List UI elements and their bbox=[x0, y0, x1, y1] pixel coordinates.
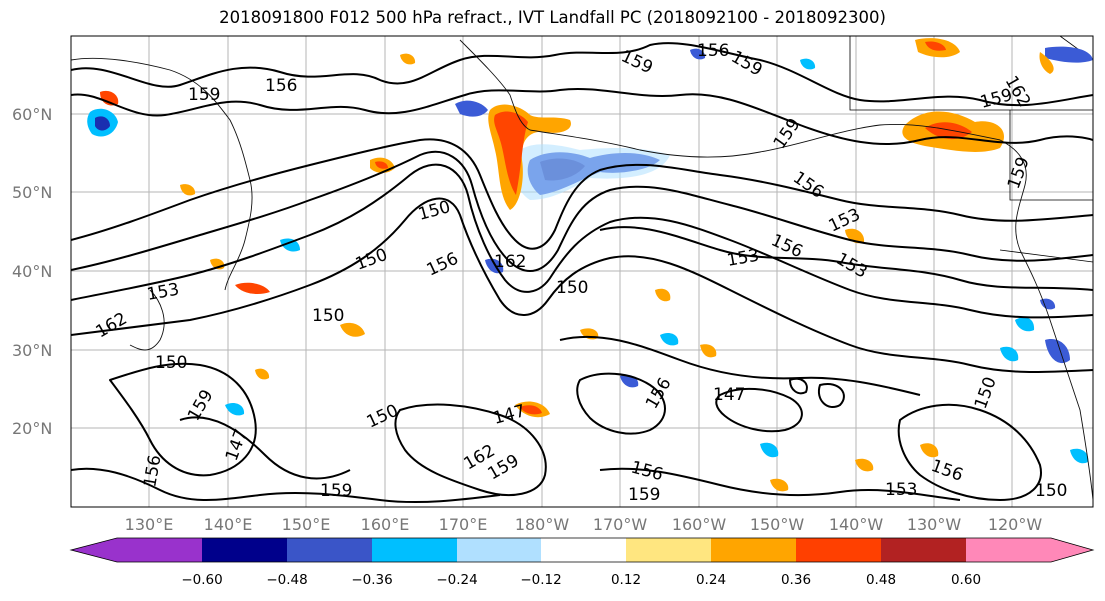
anomaly-patch bbox=[1039, 52, 1054, 74]
contour-label: 162 bbox=[494, 252, 526, 272]
colorbar-segment bbox=[372, 538, 457, 562]
anomaly-patch bbox=[255, 368, 270, 380]
anomaly-patch bbox=[180, 184, 196, 196]
colorbar-segment bbox=[457, 538, 541, 562]
colorbar-tick-label: −0.48 bbox=[266, 572, 308, 588]
colorbar-segment bbox=[541, 538, 626, 562]
contour-label: 159 bbox=[628, 485, 660, 505]
political-boundaries bbox=[849, 36, 1093, 263]
lon-label: 170°E bbox=[438, 515, 488, 534]
lon-label: 150°E bbox=[281, 515, 331, 534]
contour-label: 150 bbox=[155, 353, 187, 373]
anomaly-patch bbox=[660, 333, 679, 346]
colorbar-tick-label: −0.12 bbox=[520, 572, 562, 588]
contour-label: 150 bbox=[1035, 481, 1067, 501]
contour-label: 150 bbox=[556, 278, 588, 298]
map-frame bbox=[70, 35, 1094, 508]
colorbar-extend-low bbox=[71, 538, 117, 562]
anomaly-patch bbox=[800, 58, 816, 70]
anomaly-patch bbox=[855, 458, 874, 472]
colorbar-segment bbox=[881, 538, 966, 562]
colorbar-segment bbox=[966, 538, 1051, 562]
anomaly-patch bbox=[700, 344, 717, 358]
colorbar-tick-label: 0.24 bbox=[695, 572, 727, 588]
anomaly-patch bbox=[400, 53, 416, 65]
colorbar-tick-label: 0.36 bbox=[780, 572, 812, 588]
anomaly-patch bbox=[340, 322, 365, 337]
anomaly-patch bbox=[1040, 298, 1056, 310]
colorbar-tick-label: 0.48 bbox=[865, 572, 897, 588]
anomaly-patch bbox=[494, 111, 528, 195]
lat-label: 40°N bbox=[12, 262, 53, 281]
anomaly-patch bbox=[375, 161, 388, 169]
lon-label: 140°W bbox=[828, 515, 884, 534]
anomaly-patch bbox=[455, 100, 488, 117]
anomaly-patch bbox=[770, 478, 789, 492]
anomaly-patch bbox=[95, 116, 110, 131]
anomaly-patch bbox=[1000, 346, 1019, 362]
lon-label: 140°E bbox=[203, 515, 253, 534]
colorbar-extend-high bbox=[1051, 538, 1093, 562]
contour-label: 159 bbox=[188, 85, 220, 105]
colorbar-tick-label: −0.60 bbox=[181, 572, 223, 588]
contour-label: 156 bbox=[265, 76, 297, 96]
colorbar-segment bbox=[202, 538, 287, 562]
anomaly-patch bbox=[1045, 339, 1070, 364]
colorbar-tick-label: −0.24 bbox=[436, 572, 478, 588]
contour-label: 153 bbox=[885, 480, 917, 500]
colorbar-segment bbox=[711, 538, 796, 562]
lon-label: 180°W bbox=[514, 515, 570, 534]
colorbar-segment bbox=[287, 538, 372, 562]
colorbar bbox=[69, 537, 1095, 563]
anomaly-shading bbox=[87, 38, 1093, 492]
anomaly-patch bbox=[235, 282, 270, 294]
coastlines bbox=[71, 39, 1093, 501]
contour-label: 159 bbox=[320, 481, 352, 501]
anomaly-patch bbox=[655, 288, 671, 302]
anomaly-patch bbox=[1045, 46, 1093, 63]
contour-label: 150 bbox=[312, 306, 344, 326]
lon-label: 130°E bbox=[124, 515, 174, 534]
colorbar-tick-label: 0.12 bbox=[610, 572, 642, 588]
anomaly-patch bbox=[225, 403, 245, 416]
colorbar-tick-label: 0.60 bbox=[950, 572, 982, 588]
contour-label: 147 bbox=[713, 385, 745, 405]
contour-label: 156 bbox=[697, 41, 729, 61]
anomaly-patch bbox=[925, 122, 972, 140]
anomaly-patch bbox=[100, 90, 119, 106]
lon-label: 150°W bbox=[749, 515, 805, 534]
lat-label: 60°N bbox=[12, 105, 53, 124]
lat-label: 50°N bbox=[12, 183, 53, 202]
anomaly-patch bbox=[520, 405, 542, 415]
lat-label: 30°N bbox=[12, 341, 53, 360]
lon-label: 130°W bbox=[906, 515, 962, 534]
colorbar-segment bbox=[117, 538, 202, 562]
colorbar-segment bbox=[796, 538, 881, 562]
lon-label: 120°W bbox=[987, 515, 1043, 534]
anomaly-patch bbox=[925, 41, 946, 51]
lon-label: 160°W bbox=[671, 515, 727, 534]
colorbar-tick-label: −0.36 bbox=[351, 572, 393, 588]
map-title: 2018091800 F012 500 hPa refract., IVT La… bbox=[219, 8, 886, 27]
map-plot-area: 159 156 156 159 159 162 159 159 156 159 … bbox=[71, 36, 1093, 507]
height-contours bbox=[71, 42, 1093, 504]
anomaly-patch bbox=[1015, 317, 1035, 332]
colorbar-outline bbox=[69, 537, 1095, 563]
anomaly-patch bbox=[920, 443, 939, 458]
anomaly-patch bbox=[690, 48, 706, 60]
lon-label: 170°W bbox=[592, 515, 648, 534]
anomaly-patch bbox=[760, 442, 779, 458]
anomaly-patch bbox=[514, 144, 670, 200]
anomaly-patch bbox=[1070, 448, 1089, 464]
anomaly-patch bbox=[280, 238, 300, 252]
lon-label: 160°E bbox=[360, 515, 410, 534]
lat-label: 20°N bbox=[12, 419, 53, 438]
colorbar-segment bbox=[626, 538, 711, 562]
